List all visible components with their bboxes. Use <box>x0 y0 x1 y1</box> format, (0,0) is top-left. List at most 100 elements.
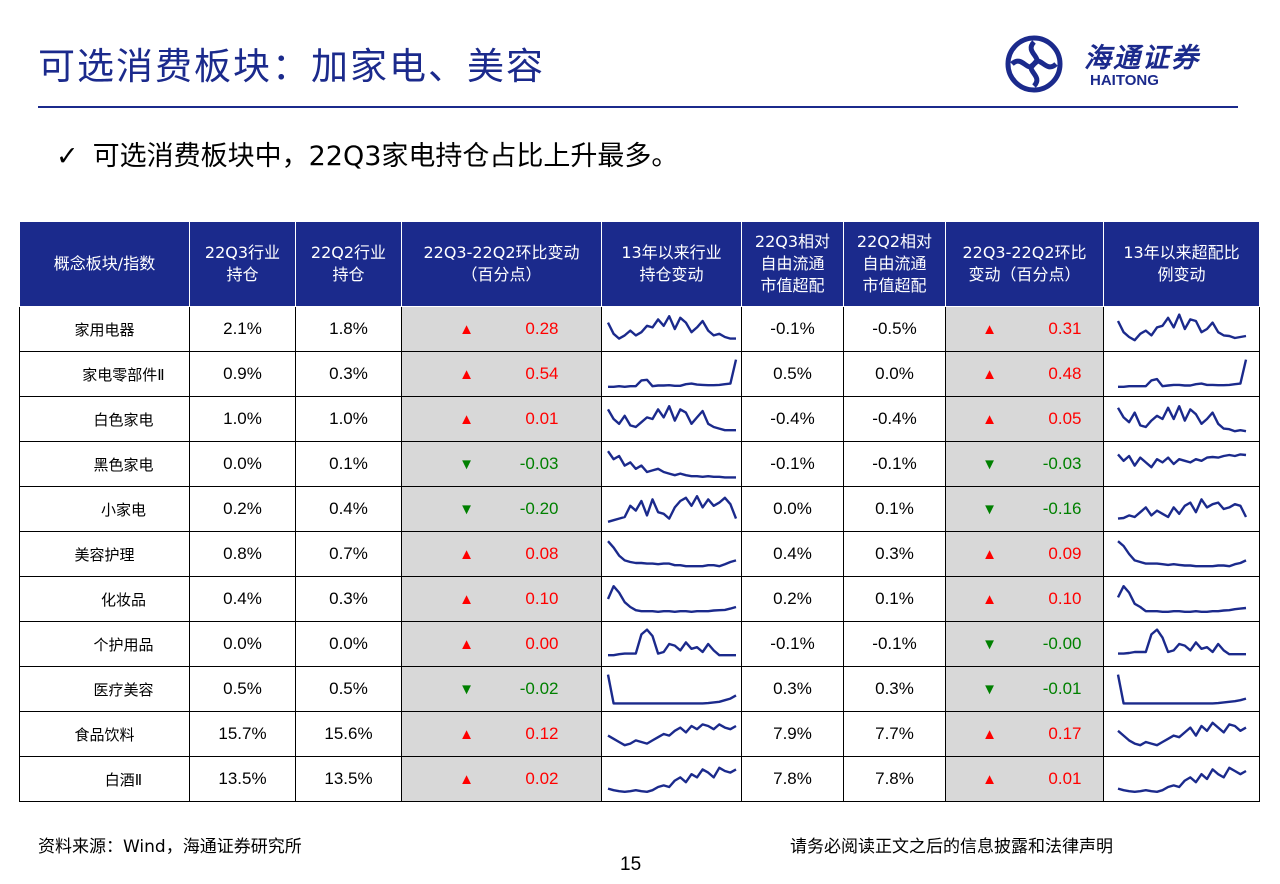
header-sector: 概念板块/指数 <box>19 221 190 307</box>
sparkline-path <box>606 450 736 479</box>
q3-overweight: -0.1% <box>741 621 844 667</box>
haitong-swirl-icon <box>1005 35 1063 93</box>
change-value: 0.48 <box>1048 364 1082 383</box>
triangle-up-icon: ▲ <box>459 636 474 653</box>
sparkline-path <box>606 404 736 432</box>
holdings-table: 概念板块/指数 22Q3行业 持仓 22Q2行业 持仓 22Q3-22Q2环比变动（… <box>19 221 1260 802</box>
header-overweight-change: 22Q3-22Q2环比 变动（百分点） <box>945 221 1104 307</box>
holding-trend-sparkline <box>601 621 742 667</box>
overweight-change: ▼ -0.00 <box>945 621 1104 667</box>
disclaimer: 请务必阅读正文之后的信息披露和法律声明 <box>790 837 1113 857</box>
sparkline <box>607 359 737 388</box>
change-value: 0.09 <box>1048 544 1082 563</box>
triangle-up-icon: ▲ <box>459 546 474 563</box>
triangle-up-icon: ▲ <box>459 321 474 338</box>
holding-trend-sparkline <box>601 666 742 712</box>
header-line: （百分点） <box>461 265 542 284</box>
qoq-change: ▲ 0.00 <box>401 621 602 667</box>
sector-name: 黑色家电 <box>19 441 190 487</box>
sparkline-path <box>606 723 737 747</box>
triangle-down-icon: ▼ <box>459 501 474 518</box>
triangle-up-icon: ▲ <box>982 591 997 608</box>
triangle-up-icon: ▲ <box>982 411 997 428</box>
sparkline <box>606 540 736 568</box>
sparkline-path <box>1117 498 1247 520</box>
header-line: 持仓变动 <box>639 265 704 284</box>
q2-holding: 15.6% <box>295 711 402 757</box>
holding-trend-sparkline <box>601 441 742 487</box>
page-number: 15 <box>620 854 642 875</box>
table-row: 小家电 0.2% 0.4% ▼ -0.20 0.0% 0.1% ▼ -0.16 <box>19 486 1260 532</box>
sparkline <box>606 584 736 613</box>
sector-name: 医疗美容 <box>19 666 190 712</box>
triangle-up-icon: ▲ <box>459 771 474 788</box>
change-value: 0.05 <box>1048 409 1082 428</box>
overweight-trend-sparkline <box>1103 711 1260 757</box>
q2-overweight: 0.0% <box>843 351 946 397</box>
q3-overweight: 7.9% <box>741 711 844 757</box>
sparkline-path <box>606 584 736 613</box>
q3-holding: 13.5% <box>189 756 296 802</box>
sparkline-path <box>1116 721 1247 747</box>
source-note: 资料来源：Wind，海通证券研究所 <box>38 837 302 857</box>
overweight-change: ▼ -0.16 <box>945 486 1104 532</box>
change-value: 0.10 <box>525 589 559 608</box>
q3-holding: 0.0% <box>189 441 296 487</box>
table-row: 家用电器 2.1% 1.8% ▲ 0.28 -0.1% -0.5% ▲ 0.31 <box>19 306 1260 352</box>
change-value: 0.54 <box>525 364 559 383</box>
header-line: 22Q3行业 <box>204 243 281 262</box>
header-line: 持仓 <box>226 265 259 284</box>
header-line: 自由流通 <box>862 254 927 273</box>
header-overweight-trend: 13年以来超配比 例变动 <box>1103 221 1260 307</box>
header-line: 概念板块/指数 <box>53 254 156 273</box>
triangle-down-icon: ▼ <box>982 636 997 653</box>
triangle-up-icon: ▲ <box>459 366 474 383</box>
header-line: 22Q2行业 <box>310 243 387 262</box>
change-value: -0.02 <box>519 679 559 698</box>
q3-holding: 0.5% <box>189 666 296 712</box>
sparkline <box>1117 498 1247 520</box>
header-qoq-change: 22Q3-22Q2环比变动 （百分点） <box>401 221 602 307</box>
q3-holding: 1.0% <box>189 396 296 442</box>
key-point-text: 可选消费板块中，22Q3家电持仓占比上升最多。 <box>92 141 679 172</box>
overweight-trend-sparkline <box>1103 666 1260 712</box>
sparkline <box>606 404 736 432</box>
sparkline <box>606 723 737 747</box>
table-header-row: 概念板块/指数 22Q3行业 持仓 22Q2行业 持仓 22Q3-22Q2环比变动（… <box>19 221 1260 307</box>
change-value: -0.03 <box>519 454 559 473</box>
header-q2-holding: 22Q2行业 持仓 <box>295 221 402 307</box>
overweight-change: ▼ -0.03 <box>945 441 1104 487</box>
sparkline <box>1116 453 1246 469</box>
q2-holding: 0.4% <box>295 486 402 532</box>
q2-overweight: -0.5% <box>843 306 946 352</box>
qoq-change: ▲ 0.12 <box>401 711 602 757</box>
table-row: 医疗美容 0.5% 0.5% ▼ -0.02 0.3% 0.3% ▼ -0.01 <box>19 666 1260 712</box>
holding-trend-sparkline <box>601 531 742 577</box>
table-row: 食品饮料 15.7% 15.6% ▲ 0.12 7.9% 7.7% ▲ 0.17 <box>19 711 1260 757</box>
q2-overweight: 0.1% <box>843 576 946 622</box>
sparkline-path <box>606 540 736 568</box>
table-row: 化妆品 0.4% 0.3% ▲ 0.10 0.2% 0.1% ▲ 0.10 <box>19 576 1260 622</box>
sector-name: 美容护理 <box>19 531 190 577</box>
change-value: -0.16 <box>1042 499 1082 518</box>
header-q3-overweight: 22Q3相对 自由流通 市值超配 <box>741 221 844 307</box>
q2-holding: 1.8% <box>295 306 402 352</box>
change-value: -0.01 <box>1042 679 1082 698</box>
triangle-down-icon: ▼ <box>459 456 474 473</box>
change-value: 0.12 <box>525 724 559 743</box>
overweight-change: ▼ -0.01 <box>945 666 1104 712</box>
overweight-trend-sparkline <box>1103 486 1260 532</box>
sparkline <box>1117 628 1246 656</box>
q2-holding: 13.5% <box>295 756 402 802</box>
overweight-trend-sparkline <box>1103 396 1260 442</box>
change-value: 0.17 <box>1048 724 1082 743</box>
header-line: 13年以来超配比 <box>1123 243 1240 262</box>
q3-overweight: 0.2% <box>741 576 844 622</box>
q2-holding: 1.0% <box>295 396 402 442</box>
q2-holding: 0.3% <box>295 351 402 397</box>
table-row: 个护用品 0.0% 0.0% ▲ 0.00 -0.1% -0.1% ▼ -0.00 <box>19 621 1260 667</box>
change-value: -0.03 <box>1042 454 1082 473</box>
sector-name: 个护用品 <box>19 621 190 667</box>
sparkline-path <box>1116 540 1247 568</box>
q3-overweight: 0.4% <box>741 531 844 577</box>
